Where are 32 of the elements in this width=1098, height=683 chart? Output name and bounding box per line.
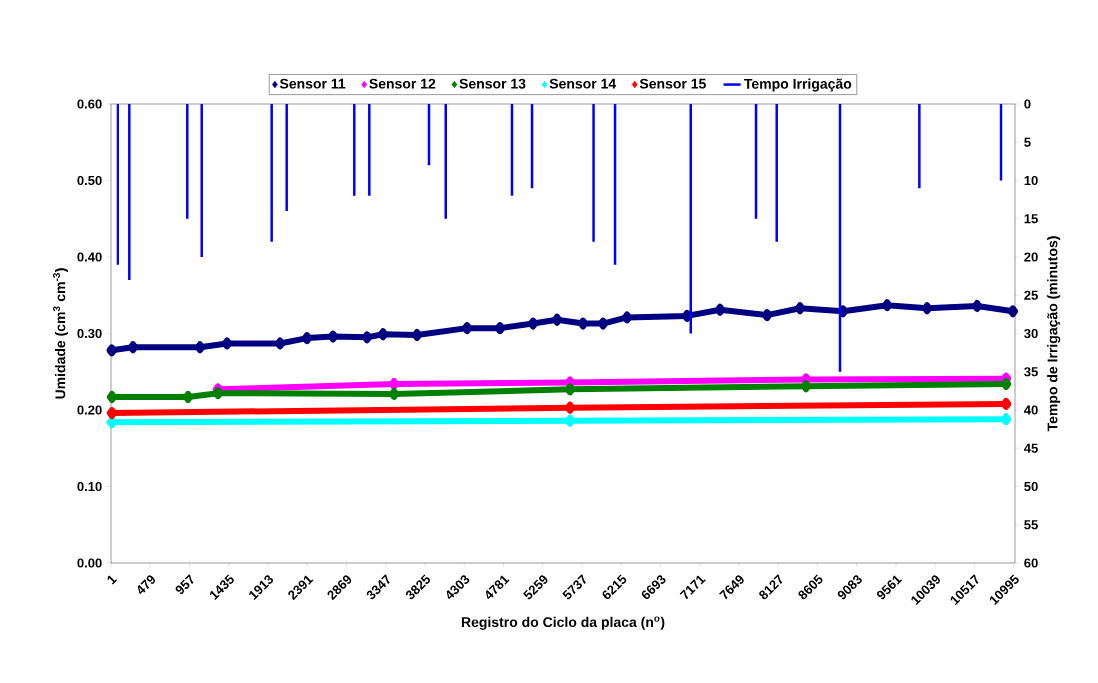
y2-tick-label: 55 xyxy=(1024,520,1038,530)
x-tick-label: 957 xyxy=(175,574,194,595)
y2-tick-label: 25 xyxy=(1024,290,1038,300)
y2-tick-label: 15 xyxy=(1024,214,1038,224)
y2-tick-label: 0 xyxy=(1024,99,1031,109)
y2-tick-label: 60 xyxy=(1024,558,1038,568)
y-tick-label: 0.50 xyxy=(77,175,102,186)
y2-tick-label: 40 xyxy=(1024,405,1038,415)
legend-label: Tempo Irrigação xyxy=(744,78,852,92)
x-tick-label: 479 xyxy=(137,575,156,595)
y-tick-label: 0.20 xyxy=(77,405,102,415)
y-tick-label: 0.60 xyxy=(77,99,102,109)
legend-label: Sensor 13 xyxy=(459,78,526,89)
y2-tick-label: 30 xyxy=(1024,328,1038,339)
y2-tick-label: 45 xyxy=(1024,443,1038,453)
y-tick-label: 0.40 xyxy=(77,252,102,262)
legend-label: Sensor 11 xyxy=(279,78,346,89)
y2-tick-label: 35 xyxy=(1024,367,1038,377)
y-tick-label: 0.30 xyxy=(77,328,102,339)
y2-axis-title: Tempo de Irrigação (minutos) xyxy=(1047,236,1061,432)
x-axis-title: Registro do Ciclo da placa (n$^{o}$) xyxy=(461,616,665,630)
legend-label: Sensor 15 xyxy=(639,78,706,89)
legend-label: Sensor 14 xyxy=(549,78,617,89)
x-tick-label: 1 xyxy=(107,575,118,585)
y-axis-title: Umidade (cm$^{3}$ cm$^{-3}$) xyxy=(53,268,69,399)
y2-tick-label: 5 xyxy=(1024,137,1031,147)
y2-tick-label: 20 xyxy=(1024,252,1038,262)
y-tick-label: 0.00 xyxy=(77,558,102,568)
legend-label: Sensor 12 xyxy=(369,78,436,89)
y-tick-label: 0.10 xyxy=(77,481,102,492)
y2-tick-label: 50 xyxy=(1024,481,1038,492)
y2-tick-label: 10 xyxy=(1024,175,1038,186)
